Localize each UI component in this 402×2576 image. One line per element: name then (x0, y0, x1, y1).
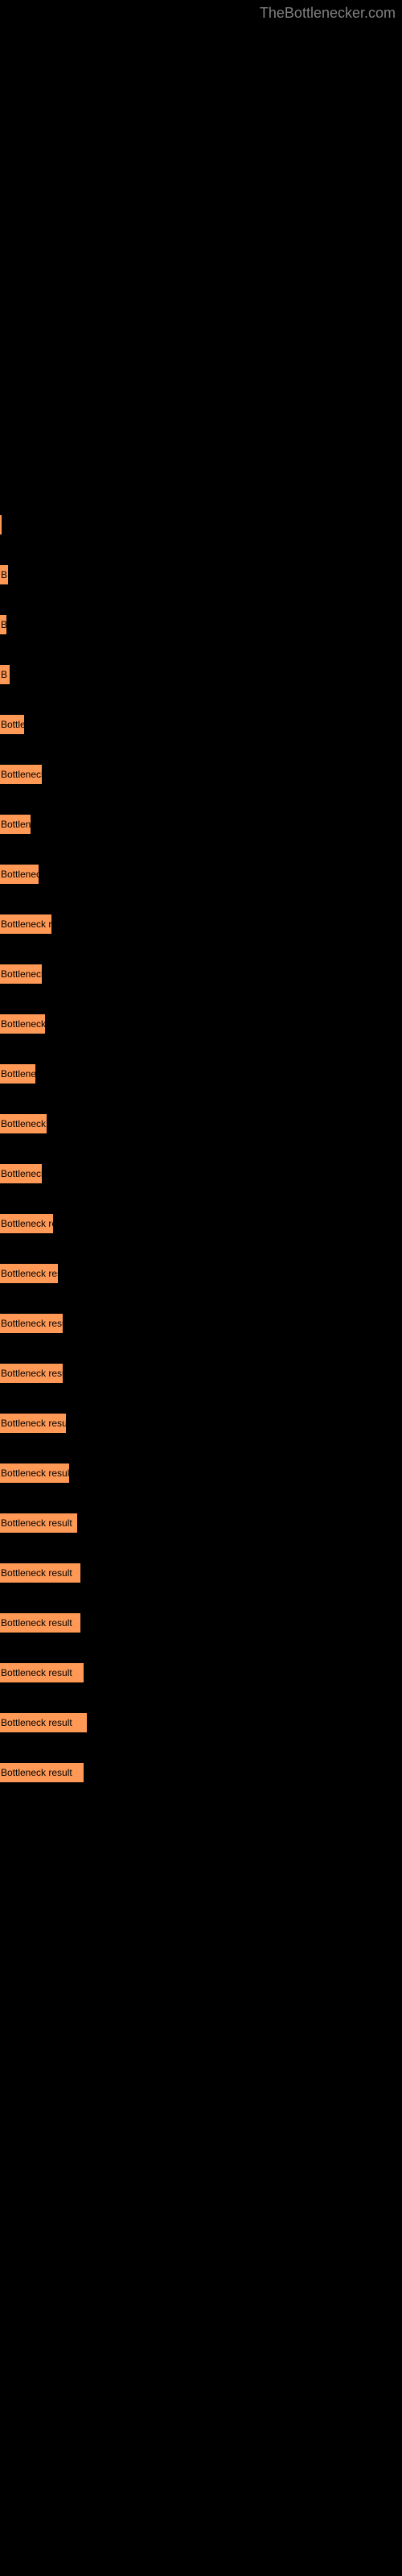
bar-row: Bottleneck result (0, 1513, 402, 1533)
bar: Bottlen (0, 715, 24, 734)
bar-row (0, 515, 402, 535)
bar-label: Bottleneck result (1, 1468, 69, 1479)
bar-row: Bottleneck res (0, 1014, 402, 1034)
bar-label: Bottlen (1, 719, 24, 730)
bar-row: Bottleneck result (0, 1364, 402, 1383)
bar-label: Bottleneck re (1, 1168, 42, 1179)
bar-label: Bottleneck result (1, 1617, 72, 1629)
bar: Bottleneck (0, 765, 42, 784)
bar: Bottleneck result (0, 1214, 53, 1233)
bar-label: Bottleneck result (1, 1717, 72, 1728)
bar-label: Bottleneck result (1, 1218, 53, 1229)
bar-label: Bottleneck re (1, 968, 42, 980)
bar-label: Bottleneck result (1, 1368, 63, 1379)
bar: Bottleneck result (0, 1663, 84, 1682)
bar: Bottlen (0, 815, 31, 834)
watermark-text: TheBottlenecker.com (260, 5, 396, 22)
bar-row: Bottleneck result (0, 1563, 402, 1583)
bar: Bottleneck result (0, 1463, 69, 1483)
bar: Bottleneck result (0, 1314, 63, 1333)
bar: Bottleneck result (0, 1563, 80, 1583)
bar-row: Bottleneck re (0, 1164, 402, 1183)
bar-row: Bottleneck resu (0, 914, 402, 934)
bar-label: Bottleneck result (1, 1667, 72, 1678)
bar-label: Bottleneck result (1, 1318, 63, 1329)
bar: Bottleneck r (0, 865, 39, 884)
bar-chart: B B B Bottlen Bottleneck Bottlen Bottleneck r B… (0, 0, 402, 1782)
bar: Bottleneck result (0, 1713, 87, 1732)
bar-label: Bottleneck result (1, 1567, 72, 1579)
bar-label: Bottleneck r (1, 869, 39, 880)
bar-label: Bottleneck result (1, 1767, 72, 1778)
bar-label: Bottleneck (1, 1068, 35, 1080)
bar-row: Bottleneck re (0, 964, 402, 984)
bar: Bottleneck result (0, 1114, 47, 1133)
bar-row: B (0, 565, 402, 584)
bar-row: Bottlen (0, 815, 402, 834)
bar-label: Bottleneck result (1, 1418, 66, 1429)
bar-row: Bottleneck result (0, 1414, 402, 1433)
bar-row: Bottleneck (0, 1064, 402, 1084)
bar: Bottleneck result (0, 1364, 63, 1383)
bar-label: Bottleneck resu (1, 919, 51, 930)
bar-label: Bottleneck result (1, 1268, 58, 1279)
bar: B (0, 565, 8, 584)
bar: Bottleneck re (0, 1164, 42, 1183)
bar-row: Bottleneck result (0, 1114, 402, 1133)
bar-label: Bottlen (1, 819, 31, 830)
bar: Bottleneck result (0, 1763, 84, 1782)
bar: Bottleneck resu (0, 914, 51, 934)
bar (0, 515, 2, 535)
bar-row: Bottleneck result (0, 1463, 402, 1483)
bar-row: Bottleneck result (0, 1763, 402, 1782)
bar: Bottleneck result (0, 1264, 58, 1283)
bar-label: Bottleneck result (1, 1118, 47, 1129)
bar-label: B (1, 669, 7, 680)
bar-label: B (1, 569, 7, 580)
bar-label: Bottleneck (1, 769, 42, 780)
bar-row: Bottleneck result (0, 1214, 402, 1233)
bar: Bottleneck result (0, 1613, 80, 1633)
bar-row: Bottleneck result (0, 1613, 402, 1633)
bar-row: Bottleneck (0, 765, 402, 784)
bar-row: Bottlen (0, 715, 402, 734)
bar-row: B (0, 615, 402, 634)
bar-label: Bottleneck result (1, 1517, 72, 1529)
bar-row: Bottleneck result (0, 1663, 402, 1682)
bar: B (0, 615, 6, 634)
bar: Bottleneck res (0, 1014, 45, 1034)
bar-row: Bottleneck result (0, 1713, 402, 1732)
bar-row: Bottleneck result (0, 1314, 402, 1333)
bar: B (0, 665, 10, 684)
bar: Bottleneck result (0, 1513, 77, 1533)
bar-label: B (1, 619, 6, 630)
bar: Bottleneck (0, 1064, 35, 1084)
bar-row: Bottleneck r (0, 865, 402, 884)
bar-label: Bottleneck res (1, 1018, 45, 1030)
bar-row: Bottleneck result (0, 1264, 402, 1283)
bar: Bottleneck result (0, 1414, 66, 1433)
bar: Bottleneck re (0, 964, 42, 984)
bar-row: B (0, 665, 402, 684)
